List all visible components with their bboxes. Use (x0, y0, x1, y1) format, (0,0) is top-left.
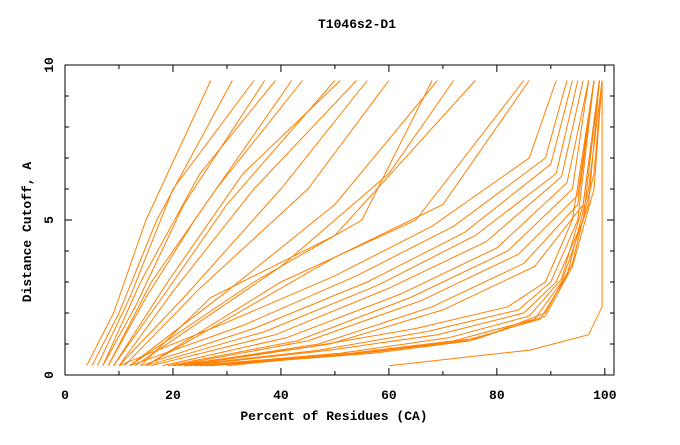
series-line-34 (210, 80, 603, 367)
series-line-10 (118, 80, 368, 367)
series-line-17 (145, 80, 530, 367)
series-line-15 (140, 80, 476, 367)
series-line-36 (388, 80, 603, 367)
series-line-12 (129, 80, 438, 367)
series-line-11 (124, 80, 390, 367)
series-line-21 (145, 80, 579, 367)
tick-labels: 0 20 40 60 80 100 0 5 10 (42, 57, 617, 403)
series-line-20 (140, 80, 573, 367)
series-line-23 (162, 80, 590, 367)
series-line-4 (102, 80, 276, 366)
y-tick-label: 0 (42, 371, 57, 379)
series-line-31 (194, 80, 600, 367)
series-line-19 (129, 80, 568, 367)
series-line-18 (118, 80, 557, 367)
x-tick-label: 20 (165, 388, 181, 403)
y-tick-label: 10 (42, 57, 57, 73)
y-tick-label: 5 (42, 216, 57, 224)
series-line-3 (102, 80, 266, 366)
x-tick-label: 80 (489, 388, 505, 403)
series-line-7 (113, 80, 336, 366)
series-line-16 (145, 80, 525, 367)
y-axis-label: Distance Cutoff, A (20, 162, 35, 303)
series-line-14 (134, 80, 455, 367)
series-line-29 (183, 80, 595, 367)
series-line-28 (172, 80, 595, 367)
series-line-6 (107, 80, 303, 366)
series-line-26 (178, 80, 595, 367)
series-line-8 (113, 80, 341, 366)
series-line-33 (205, 80, 603, 367)
series-line-1 (91, 80, 233, 366)
series-line-2 (96, 80, 255, 366)
series-line-13 (129, 80, 433, 367)
series-line-5 (107, 80, 293, 366)
x-axis-label: Percent of Residues (CA) (240, 409, 427, 424)
series-line-24 (167, 80, 590, 367)
x-tick-label: 100 (593, 388, 617, 403)
x-tick-label: 60 (381, 388, 397, 403)
axis-ticks (64, 64, 614, 376)
series-line-9 (118, 80, 357, 366)
series-line-25 (172, 80, 595, 367)
x-tick-label: 0 (61, 388, 69, 403)
series-line-35 (226, 80, 603, 367)
series-line-0 (86, 80, 212, 366)
chart-title: T1046s2-D1 (318, 17, 396, 32)
x-tick-label: 40 (273, 388, 289, 403)
series-lines (86, 80, 603, 367)
plot-frame (64, 64, 615, 376)
series-line-22 (151, 80, 584, 367)
